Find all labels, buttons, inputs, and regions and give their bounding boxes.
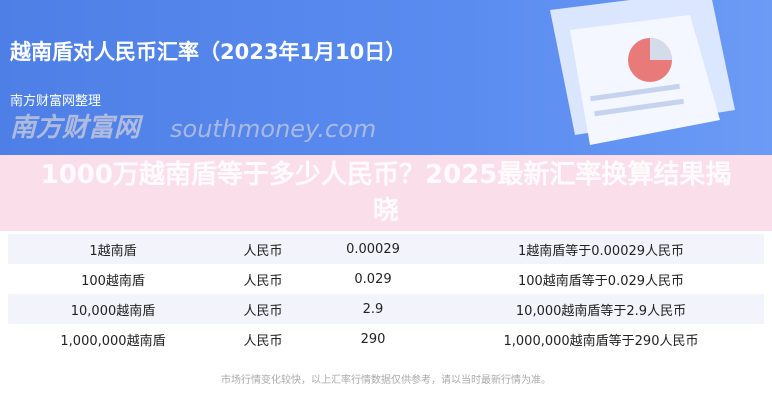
document-chart-icon	[550, 0, 735, 145]
watermark-cn: 南方财富网	[10, 113, 141, 143]
watermark-en: southmoney.com	[170, 115, 377, 143]
rate-table: 1越南盾 人民币 0.00029 1越南盾等于0.00029人民币 100越南盾 人民币…	[8, 234, 764, 354]
overlay-band	[0, 155, 772, 231]
table-row: 1越南盾 人民币 0.00029 1越南盾等于0.00029人民币	[8, 234, 764, 264]
disclaimer: 市场行情变化较快，以上汇率行情数据仅供参考，请以当时最新行情为准。	[221, 375, 551, 386]
table-row: 10,000越南盾 人民币 2.9 10,000越南盾等于2.9人民币	[8, 294, 764, 324]
table-row: 1,000,000越南盾 人民币 290 1,000,000越南盾等于290人民币	[60, 331, 699, 349]
overlay-headline: 1000万越南盾等于多少人民币？2025最新汇率换算结果揭晓	[40, 160, 732, 226]
page-title: 越南盾对人民币汇率（2023年1月10日）	[10, 40, 407, 64]
table-row: 100越南盾 人民币 0.029 100越南盾等于0.029人民币	[81, 271, 685, 289]
page-subtitle: 南方财富网整理	[10, 94, 102, 109]
header-banner: 越南盾对人民币汇率（2023年1月10日） 南方财富网整理 南方财富网 sout…	[0, 0, 772, 155]
